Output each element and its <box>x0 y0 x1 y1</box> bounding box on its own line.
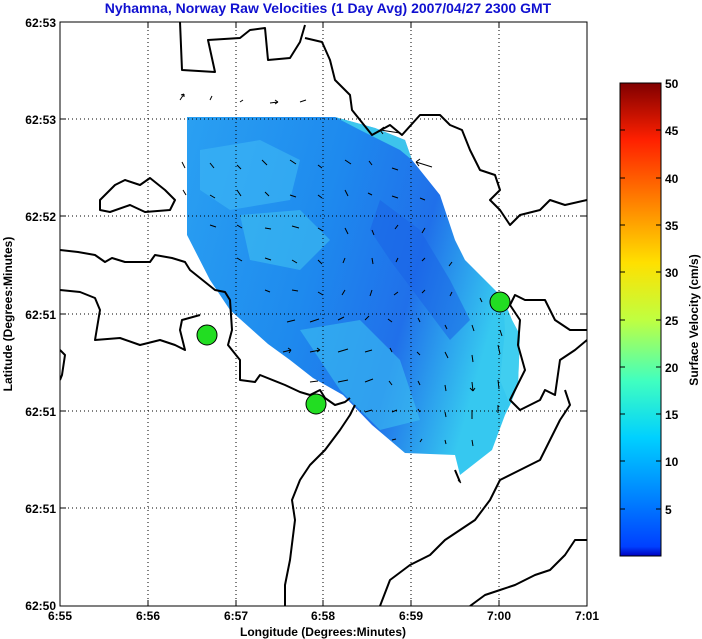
velocity-field-cyan-edge-2 <box>500 298 520 405</box>
x-axis-label: Longitude (Degrees:Minutes) <box>240 625 406 639</box>
y-axis-label: Latitude (Degrees:Minutes) <box>1 237 15 392</box>
x-tick-label: 6:55 <box>48 609 72 623</box>
velocity-field-light-1 <box>200 140 300 210</box>
y-tick-labels: 62:53 62:53 62:52 62:51 62:51 62:51 62:5… <box>25 16 56 613</box>
colorbar-tick-label: 50 <box>665 77 679 91</box>
velocity-field-light-2 <box>240 210 330 270</box>
radar-site-south <box>305 393 327 415</box>
y-tick-label: 62:53 <box>25 113 56 127</box>
x-tick-label: 6:56 <box>136 609 160 623</box>
y-tick-label: 62:53 <box>25 16 56 30</box>
colorbar <box>619 82 662 557</box>
colorbar-label: Surface Velocity (cm/s) <box>687 254 701 385</box>
coastline-far-west <box>60 349 66 381</box>
axis-ticks <box>60 22 587 606</box>
x-tick-label: 6:59 <box>399 609 423 623</box>
colorbar-ticks <box>620 82 661 510</box>
coastline-south <box>284 404 356 606</box>
coastline-east <box>509 294 587 411</box>
colorbar-tick-label: 40 <box>665 172 679 186</box>
y-tick-label: 62:51 <box>25 308 56 322</box>
x-tick-label: 7:00 <box>487 609 511 623</box>
colorbar-tick-label: 45 <box>665 124 679 138</box>
colorbar-tick-label: 10 <box>665 455 679 469</box>
x-tick-label: 6:58 <box>311 609 335 623</box>
coastline-southeast <box>379 389 571 606</box>
colorbar-tick-label: 15 <box>665 408 679 422</box>
velocity-field-dark-core <box>370 200 470 340</box>
x-tick-label: 6:57 <box>224 609 248 623</box>
radar-site-west <box>196 324 218 346</box>
coastline-west <box>60 249 351 406</box>
velocity-field <box>187 117 520 475</box>
y-tick-label: 62:50 <box>25 599 56 613</box>
colorbar-tick-label: 30 <box>665 266 679 280</box>
colorbar-tick-labels: 50 45 40 35 30 25 20 15 10 5 <box>665 77 679 517</box>
y-tick-label: 62:52 <box>25 210 56 224</box>
coastline-southwest <box>60 289 201 351</box>
x-tick-labels: 6:55 6:56 6:57 6:58 6:59 7:00 7:01 <box>48 609 599 623</box>
coastline-lower-right <box>469 539 587 606</box>
colorbar-tick-label: 20 <box>665 361 679 375</box>
y-tick-label: 62:51 <box>25 502 56 516</box>
coastline-site-ridge <box>454 469 461 483</box>
island-west <box>99 177 176 213</box>
velocity-arrows <box>179 93 503 484</box>
coastline-north <box>179 22 587 226</box>
radar-site-east <box>489 291 511 313</box>
grid <box>60 22 587 606</box>
colorbar-tick-label: 25 <box>665 314 679 328</box>
y-tick-label: 62:51 <box>25 405 56 419</box>
chart-title: Nyhamna, Norway Raw Velocities (1 Day Av… <box>105 0 552 16</box>
velocity-field-lower-light <box>300 320 420 430</box>
x-tick-label: 7:01 <box>575 609 599 623</box>
colorbar-tick-label: 5 <box>665 503 672 517</box>
colorbar-tick-label: 35 <box>665 219 679 233</box>
velocity-field-cyan-edge <box>335 117 412 160</box>
